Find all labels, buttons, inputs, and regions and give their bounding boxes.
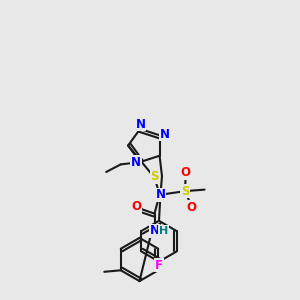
Text: N: N — [136, 118, 146, 131]
Text: N: N — [131, 156, 141, 169]
Text: O: O — [181, 166, 191, 179]
Text: H: H — [159, 226, 168, 236]
Text: S: S — [150, 170, 159, 183]
Text: N: N — [155, 188, 166, 201]
Text: O: O — [131, 200, 141, 213]
Text: O: O — [187, 201, 197, 214]
Text: F: F — [155, 259, 163, 272]
Text: S: S — [181, 184, 189, 198]
Text: N: N — [149, 224, 160, 238]
Text: N: N — [159, 128, 170, 141]
